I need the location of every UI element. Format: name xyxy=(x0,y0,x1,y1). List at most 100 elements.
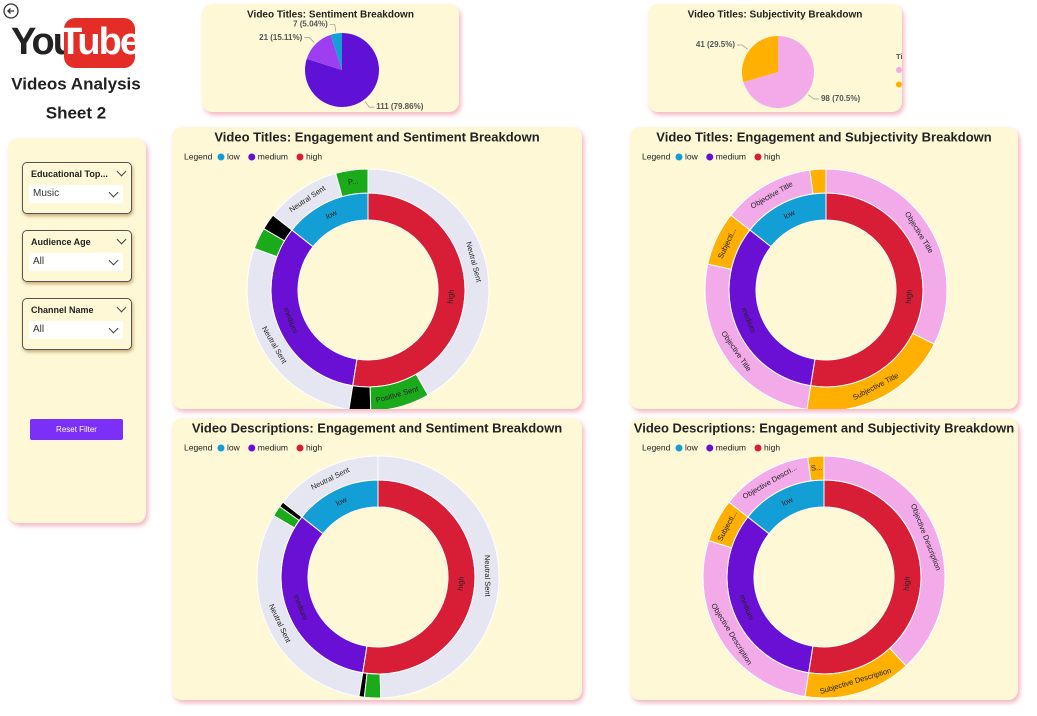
outer-segment xyxy=(272,505,300,529)
legend-marker xyxy=(706,444,714,452)
legend-marker xyxy=(754,153,762,161)
leader-line xyxy=(737,44,748,50)
data-label: 98 (70.5%) xyxy=(821,94,860,103)
back-arrow xyxy=(7,8,14,14)
chart-card: Video Titles: Sentiment Breakdown 111 (79… xyxy=(202,4,459,112)
outer-segment xyxy=(804,647,907,699)
legend-label: high xyxy=(764,151,780,161)
legend-label: high xyxy=(764,442,780,452)
chart-title: Video Descriptions: Engagement and Subje… xyxy=(634,420,1015,435)
legend-marker xyxy=(217,153,225,161)
chart-card: Video Titles: Engagement and Sentiment B… xyxy=(172,127,582,409)
outer-segment xyxy=(256,515,364,698)
chart-title: Video Titles: Sentiment Breakdown xyxy=(247,10,414,21)
legend-label: low xyxy=(227,151,241,161)
data-label: 41 (29.5%) xyxy=(696,40,735,49)
slicer: Audience Age All xyxy=(22,230,132,282)
legend-marker xyxy=(248,153,256,161)
chart-card: Video Descriptions: Engagement and Senti… xyxy=(172,418,582,700)
chart-title: Video Descriptions: Engagement and Senti… xyxy=(192,420,562,435)
segment-label: S... xyxy=(811,463,823,473)
slicer-label: Educational Top... xyxy=(31,169,108,179)
outer-segment xyxy=(363,672,382,699)
slicer: Educational Top... Music xyxy=(22,162,132,214)
pie-slice xyxy=(742,36,778,83)
reset-button[interactable]: Reset Filter xyxy=(30,419,123,440)
legend-label: high xyxy=(306,442,322,452)
back-button[interactable] xyxy=(3,3,19,19)
outer-segment xyxy=(704,263,812,409)
chart-card: Video Titles: Engagement and Subjectivit… xyxy=(630,127,1018,409)
chart: Video Titles: Subjectivity Breakdown 98 (… xyxy=(688,10,902,108)
pie-slice xyxy=(305,33,379,108)
legend-label: medium xyxy=(716,442,746,452)
outer-segment xyxy=(367,168,490,396)
segment-label: Neutral Sent xyxy=(483,555,492,598)
data-label: 21 (15.11%) xyxy=(259,33,302,42)
legend-title: Legend xyxy=(642,442,671,452)
slicer-dropdown[interactable]: All xyxy=(29,253,123,271)
legend-title: Legend xyxy=(184,151,213,161)
outer-segment xyxy=(806,332,935,409)
outer-segment xyxy=(253,228,286,258)
chart: Video Descriptions: Engagement and Subje… xyxy=(634,420,1015,699)
slicer-dropdown[interactable]: Music xyxy=(29,185,123,203)
legend-marker xyxy=(296,444,304,452)
segment-label: high xyxy=(446,289,456,304)
slicer: Channel Name All xyxy=(22,298,132,350)
legend-marker xyxy=(896,81,902,88)
chart-title: Video Titles: Engagement and Sentiment B… xyxy=(214,129,539,144)
chevron xyxy=(116,234,127,245)
legend-title: Titles Subjectivity Levels: xyxy=(896,52,902,61)
outer-segment xyxy=(377,455,500,699)
legend-marker xyxy=(217,444,225,452)
outer-segment xyxy=(825,168,948,345)
slicer-dropdown[interactable]: All xyxy=(29,321,123,339)
chevron xyxy=(108,255,119,266)
logo-tube: Tube xyxy=(59,21,140,63)
chart: Video Descriptions: Engagement and Senti… xyxy=(184,420,562,699)
pie-slice xyxy=(306,34,342,70)
leader-line xyxy=(364,101,375,108)
legend-marker xyxy=(754,444,762,452)
legend-marker xyxy=(296,153,304,161)
leader-line xyxy=(304,37,315,43)
chart: Video Titles: Engagement and Subjectivit… xyxy=(642,129,992,409)
chevron xyxy=(108,187,119,198)
outer-segment xyxy=(246,247,354,409)
legend-label: medium xyxy=(258,151,288,161)
outer-segment xyxy=(730,169,814,231)
outer-segment xyxy=(707,214,751,270)
chart-card: Video Descriptions: Engagement and Subje… xyxy=(630,418,1018,700)
leader-line xyxy=(329,24,337,32)
legend-title: Legend xyxy=(184,442,213,452)
legend-marker xyxy=(248,444,256,452)
slicer-value: All xyxy=(33,324,45,335)
page-subtitle: Sheet 2 xyxy=(46,103,106,122)
legend-marker xyxy=(675,444,683,452)
header: You Tube Videos Analysis Sheet 2 xyxy=(3,3,142,122)
logo-badge xyxy=(64,18,135,68)
segment-label: high xyxy=(904,289,914,304)
legend-marker xyxy=(675,153,683,161)
outer-segment xyxy=(728,456,812,518)
chart: Video Titles: Engagement and Sentiment B… xyxy=(184,129,540,409)
chart-title: Video Titles: Subjectivity Breakdown xyxy=(688,10,863,21)
legend-label: low xyxy=(227,442,241,452)
legend-label: medium xyxy=(258,442,288,452)
legend-marker xyxy=(706,153,714,161)
segment-label: P... xyxy=(347,176,358,186)
slicer-value: Music xyxy=(33,188,60,199)
legend-title: Legend xyxy=(642,151,671,161)
outer-segment xyxy=(262,214,293,242)
outer-segment xyxy=(348,385,372,409)
pie-slice xyxy=(743,36,814,108)
data-label: 111 (79.86%) xyxy=(376,102,423,111)
chevron xyxy=(116,166,127,177)
legend-label: low xyxy=(685,151,699,161)
slicer-value: All xyxy=(33,256,45,267)
chart-card: Video Titles: Subjectivity Breakdown 98 (… xyxy=(648,4,902,112)
chevron xyxy=(108,323,119,334)
chart-title: Video Titles: Engagement and Subjectivit… xyxy=(656,129,991,144)
